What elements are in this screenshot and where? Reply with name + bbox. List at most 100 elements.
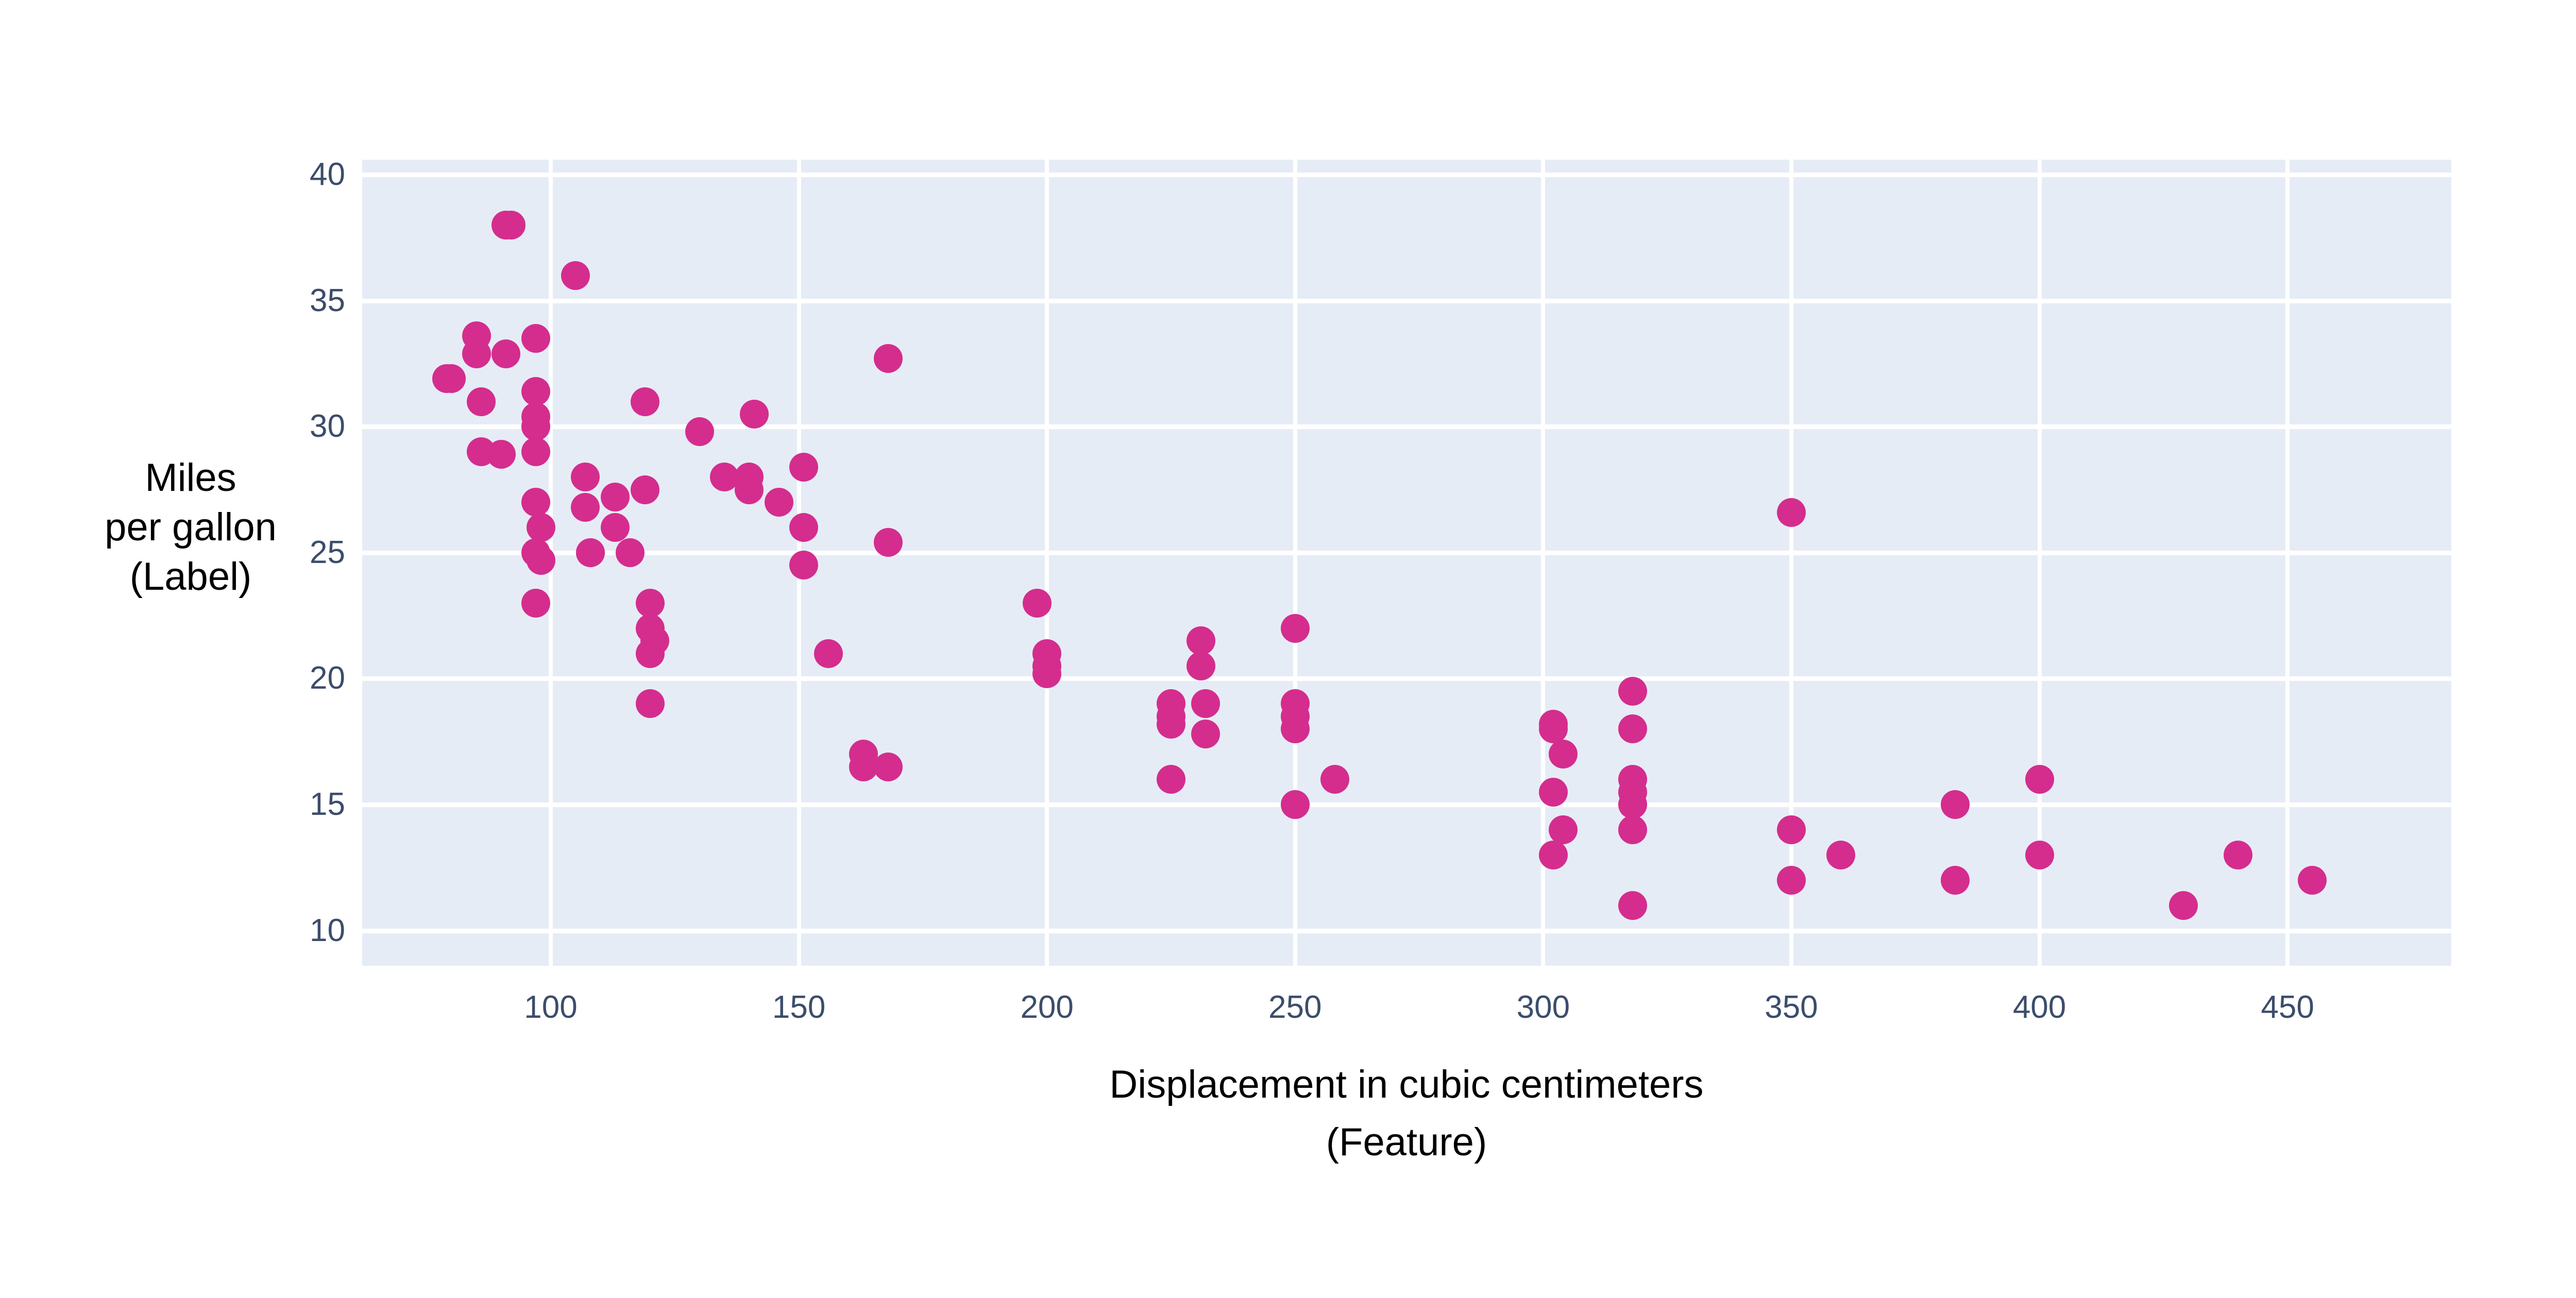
scatter-point	[1186, 626, 1215, 656]
scatter-point	[521, 588, 551, 618]
scatter-point	[2168, 891, 2198, 920]
scatter-point	[1538, 709, 1568, 739]
x-tick-label: 350	[1765, 989, 1818, 1025]
gridline-horizontal	[362, 802, 2451, 807]
scatter-point	[526, 545, 555, 575]
scatter-point	[789, 452, 819, 482]
scatter-point	[2223, 840, 2252, 869]
scatter-point	[685, 417, 714, 447]
gridline-horizontal	[362, 298, 2451, 303]
scatter-point	[1618, 676, 1647, 706]
y-tick-label: 35	[310, 282, 345, 318]
scatter-point	[873, 752, 903, 781]
gridline-horizontal	[362, 424, 2451, 430]
scatter-point	[561, 261, 590, 290]
scatter-point	[1776, 498, 1806, 527]
scatter-point	[462, 339, 491, 368]
y-axis-title-line-3: (Label)	[129, 555, 252, 599]
scatter-point	[1618, 815, 1647, 844]
scatter-point	[616, 538, 645, 567]
scatter-point	[601, 513, 630, 542]
scatter-point	[521, 324, 551, 353]
y-axis-tick-labels: 10 15 20 25 30 35 40	[268, 157, 345, 966]
scatter-point	[635, 588, 665, 618]
scatter-point	[1776, 865, 1806, 895]
scatter-point	[631, 475, 659, 504]
scatter-point	[1280, 613, 1310, 643]
scatter-point	[1280, 714, 1310, 744]
scatter-point	[1548, 815, 1578, 844]
scatter-point	[814, 639, 843, 668]
scatter-point	[1320, 765, 1349, 794]
y-tick-label: 40	[310, 157, 345, 193]
x-tick-label: 200	[1020, 989, 1074, 1025]
x-tick-label: 100	[524, 989, 578, 1025]
scatter-point	[1940, 790, 1970, 819]
scatter-point	[1548, 740, 1578, 769]
scatter-point	[710, 463, 739, 492]
x-axis-tick-labels: 100 150 200 250 300 350 400 450	[362, 992, 2451, 1038]
scatter-point	[526, 513, 555, 542]
x-tick-label: 250	[1268, 989, 1322, 1025]
gridline-horizontal	[362, 928, 2451, 933]
scatter-point	[1618, 891, 1647, 920]
gridline-horizontal	[362, 550, 2451, 555]
scatter-point	[486, 440, 516, 469]
scatter-point	[571, 463, 600, 492]
scatter-point	[1032, 659, 1062, 688]
scatter-point	[437, 364, 466, 394]
scatter-point	[1826, 840, 1856, 869]
scatter-point	[635, 639, 665, 668]
gridline-vertical	[1293, 160, 1297, 966]
y-axis-title-line-1: Miles	[145, 456, 236, 500]
scatter-point	[873, 528, 903, 557]
y-tick-label: 15	[310, 787, 345, 822]
gridline-vertical	[1789, 160, 1793, 966]
scatter-point	[492, 339, 521, 368]
scatter-point	[576, 538, 605, 567]
gridline-vertical	[1541, 160, 1546, 966]
scatter-point	[2025, 840, 2054, 869]
x-axis-title-line-2: (Feature)	[1326, 1120, 1487, 1164]
scatter-point	[631, 387, 659, 416]
scatter-markers	[362, 160, 2451, 966]
scatter-point	[571, 492, 600, 522]
plot-area	[362, 160, 2451, 966]
gridline-vertical	[2037, 160, 2042, 966]
scatter-point	[467, 387, 496, 416]
scatter-point	[1186, 652, 1215, 681]
gridline-vertical	[1045, 160, 1049, 966]
scatter-point	[1618, 790, 1647, 819]
gridline-vertical	[2285, 160, 2290, 966]
scatter-point	[1538, 777, 1568, 807]
scatter-point	[789, 513, 819, 542]
scatter-point	[635, 689, 665, 719]
y-tick-label: 30	[310, 408, 345, 445]
scatter-point	[1156, 765, 1185, 794]
scatter-point	[849, 740, 878, 769]
scatter-point	[2025, 765, 2054, 794]
scatter-point	[735, 463, 764, 492]
scatter-point	[1618, 714, 1647, 744]
scatter-point	[789, 551, 819, 580]
x-tick-label: 150	[772, 989, 826, 1025]
y-tick-label: 20	[310, 660, 345, 696]
y-axis-title: Miles per gallon (Label)	[46, 453, 335, 602]
x-tick-label: 300	[1516, 989, 1570, 1025]
scatter-point	[2298, 865, 2327, 895]
scatter-point	[1022, 588, 1052, 618]
scatter-point	[1191, 720, 1221, 749]
scatter-point	[521, 437, 551, 467]
x-tick-label: 450	[2261, 989, 2314, 1025]
x-axis-title: Displacement in cubic centimeters (Featu…	[361, 1056, 2452, 1171]
x-tick-label: 400	[2012, 989, 2066, 1025]
scatter-point	[521, 377, 551, 406]
y-tick-label: 25	[310, 534, 345, 570]
y-axis-title-line-2: per gallon	[105, 505, 277, 549]
scatter-point	[1538, 840, 1568, 869]
scatter-point	[1156, 689, 1185, 719]
scatter-point	[739, 399, 769, 429]
y-tick-label: 10	[310, 912, 345, 948]
scatter-point	[521, 412, 551, 441]
